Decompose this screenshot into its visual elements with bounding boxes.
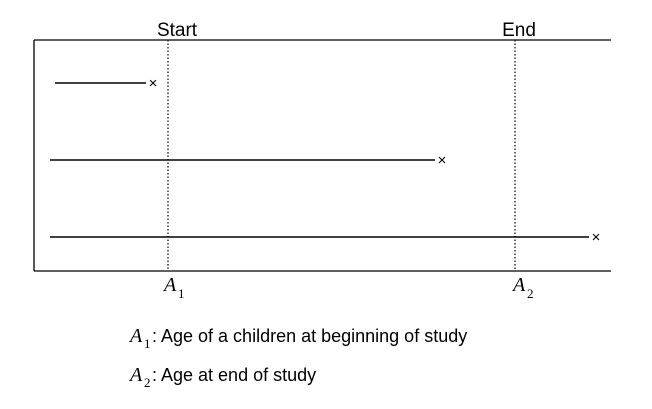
legend-a1: A 1 : Age of a children at beginning of … <box>128 325 467 351</box>
cross-marker-2: × <box>438 152 447 169</box>
legend-a2-symbol: A <box>128 364 143 386</box>
legend-a1-symbol: A <box>128 325 143 347</box>
legend-a1-text: : Age of a children at beginning of stud… <box>152 326 467 346</box>
legend-a1-subscript: 1 <box>144 336 151 351</box>
end-label: End <box>502 20 536 41</box>
axis-label-a1: A 1 <box>162 274 185 301</box>
axis-label-a2-subscript: 2 <box>527 286 534 301</box>
axis-label-a1-subscript: 1 <box>178 286 185 301</box>
legend-a2-subscript: 2 <box>144 375 151 390</box>
legend-a2-text: : Age at end of study <box>152 365 316 385</box>
follow-up-lines <box>50 82 589 238</box>
cross-marker-3: × <box>592 229 601 246</box>
axis-label-a2: A 2 <box>511 274 534 301</box>
legend-a2: A 2 : Age at end of study <box>128 364 316 390</box>
axis-label-a2-symbol: A <box>511 274 526 296</box>
cross-marker-1: × <box>149 75 158 92</box>
axis-label-a1-symbol: A <box>162 274 177 296</box>
start-label: Start <box>157 20 198 41</box>
